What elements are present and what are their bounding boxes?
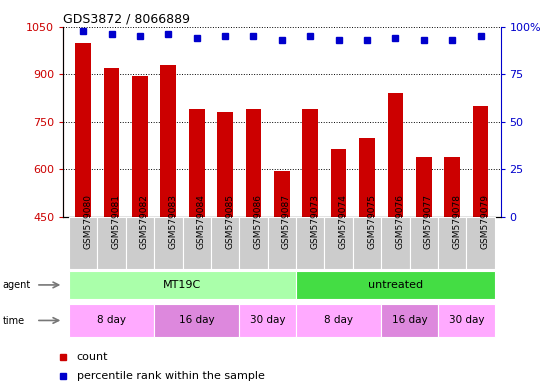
Bar <box>438 217 466 269</box>
Text: GSM579085: GSM579085 <box>225 194 234 248</box>
Bar <box>296 304 381 337</box>
Text: 30 day: 30 day <box>449 315 484 326</box>
Text: untreated: untreated <box>368 280 423 290</box>
Text: GSM579076: GSM579076 <box>395 194 404 248</box>
Bar <box>189 109 205 217</box>
Text: 8 day: 8 day <box>324 315 353 326</box>
Text: GSM579082: GSM579082 <box>140 194 149 248</box>
Text: 8 day: 8 day <box>97 315 126 326</box>
Text: GSM579084: GSM579084 <box>197 194 206 248</box>
Text: GSM579078: GSM579078 <box>452 194 461 248</box>
Bar <box>132 76 148 217</box>
Bar <box>217 113 233 217</box>
Text: GSM579080: GSM579080 <box>83 194 92 248</box>
Bar <box>302 109 318 217</box>
Text: GSM579083: GSM579083 <box>168 194 177 248</box>
Text: MT19C: MT19C <box>163 280 202 290</box>
Text: GSM579086: GSM579086 <box>254 194 262 248</box>
Text: GSM579079: GSM579079 <box>481 194 490 248</box>
Bar <box>69 217 97 269</box>
Bar <box>353 217 381 269</box>
Bar <box>438 304 495 337</box>
Bar <box>466 217 495 269</box>
Bar <box>331 149 346 217</box>
Bar <box>246 109 261 217</box>
Bar <box>239 304 296 337</box>
Text: GSM579074: GSM579074 <box>339 194 348 248</box>
Bar <box>381 217 410 269</box>
Text: percentile rank within the sample: percentile rank within the sample <box>76 371 265 381</box>
Bar <box>69 271 296 299</box>
Bar <box>296 271 495 299</box>
Bar <box>75 43 91 217</box>
Text: GSM579075: GSM579075 <box>367 194 376 248</box>
Bar <box>268 217 296 269</box>
Text: time: time <box>3 316 25 326</box>
Text: GSM579087: GSM579087 <box>282 194 291 248</box>
Bar <box>183 217 211 269</box>
Text: GSM579073: GSM579073 <box>310 194 319 248</box>
Bar <box>211 217 239 269</box>
Bar <box>104 68 119 217</box>
Text: count: count <box>76 352 108 362</box>
Bar <box>126 217 154 269</box>
Bar <box>473 106 488 217</box>
Bar <box>444 157 460 217</box>
Text: GDS3872 / 8066889: GDS3872 / 8066889 <box>63 13 190 26</box>
Bar <box>388 93 403 217</box>
Text: 30 day: 30 day <box>250 315 285 326</box>
Text: 16 day: 16 day <box>179 315 214 326</box>
Text: GSM579081: GSM579081 <box>112 194 120 248</box>
Bar <box>359 138 375 217</box>
Bar <box>381 304 438 337</box>
Bar <box>154 217 183 269</box>
Text: agent: agent <box>3 280 31 290</box>
Bar <box>416 157 432 217</box>
Bar <box>161 65 176 217</box>
Bar <box>239 217 268 269</box>
Bar <box>69 304 154 337</box>
Text: 16 day: 16 day <box>392 315 427 326</box>
Bar <box>324 217 353 269</box>
Bar <box>296 217 324 269</box>
Bar <box>97 217 126 269</box>
Bar <box>410 217 438 269</box>
Bar <box>154 304 239 337</box>
Bar <box>274 171 290 217</box>
Text: GSM579077: GSM579077 <box>424 194 433 248</box>
